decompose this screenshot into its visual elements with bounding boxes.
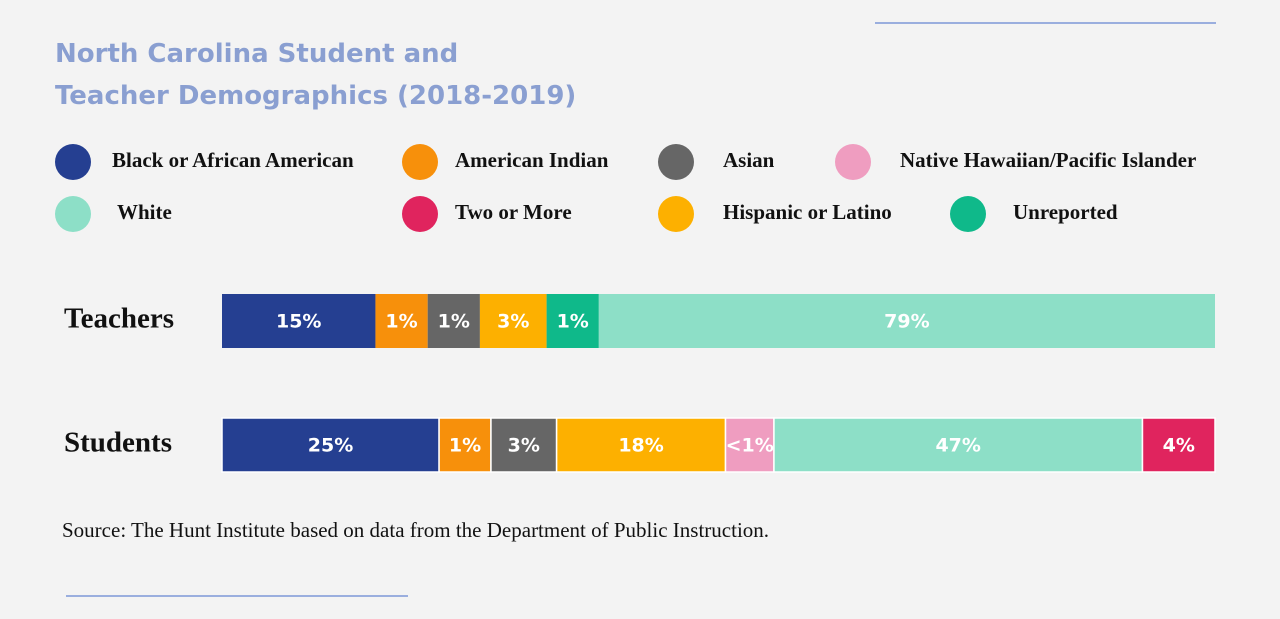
legend-swatch [950,196,986,232]
segment-label: 3% [508,435,540,457]
segment-label: 47% [935,435,980,457]
chart-title: North Carolina Student and Teacher Demogr… [55,39,576,111]
bar-segment [222,294,376,348]
segment-label: 15% [276,311,321,333]
legend-label: Native Hawaiian/Pacific Islander [900,148,1196,172]
bar-segment [427,294,480,348]
legend-swatch [658,144,694,180]
legend-label: American Indian [455,148,609,172]
row-label: Students [64,427,172,459]
bar-segment [490,417,558,473]
title-line: North Carolina Student and [55,39,458,69]
bar-segment [773,417,1144,473]
title-line: Teacher Demographics (2018-2019) [55,81,576,111]
legend-label: Asian [723,148,775,172]
legend-label: Black or African American [112,148,354,172]
bar-segment [1141,417,1216,473]
bar-segment [546,294,599,348]
legend-label: Unreported [1013,200,1118,224]
segment-label: 1% [557,311,589,333]
bar-segment [724,417,775,473]
bar-segment [555,417,727,473]
segment-label: 4% [1163,435,1195,457]
legend-swatch [402,196,438,232]
segment-label: 3% [497,311,529,333]
bar-segment [438,417,492,473]
segment-label: 25% [308,435,353,457]
legend-swatch [402,144,438,180]
legend-label: White [117,200,172,224]
legend-label: Two or More [455,200,572,224]
bar-segment [598,294,1215,348]
bar-segment [479,294,547,348]
segment-label: 18% [618,435,663,457]
segment-label: 1% [385,311,417,333]
legend-label: Hispanic or Latino [723,200,892,224]
source-note: Source: The Hunt Institute based on data… [62,518,769,542]
legend-swatch [55,144,91,180]
segment-label: 1% [438,311,470,333]
row-label: Teachers [64,303,174,335]
segment-label: 79% [884,311,929,333]
legend-swatch [55,196,91,232]
legend-swatch [835,144,871,180]
segment-label: <1% [726,435,774,457]
legend-swatch [658,196,694,232]
bar-segment [375,294,428,348]
segment-label: 1% [449,435,481,457]
